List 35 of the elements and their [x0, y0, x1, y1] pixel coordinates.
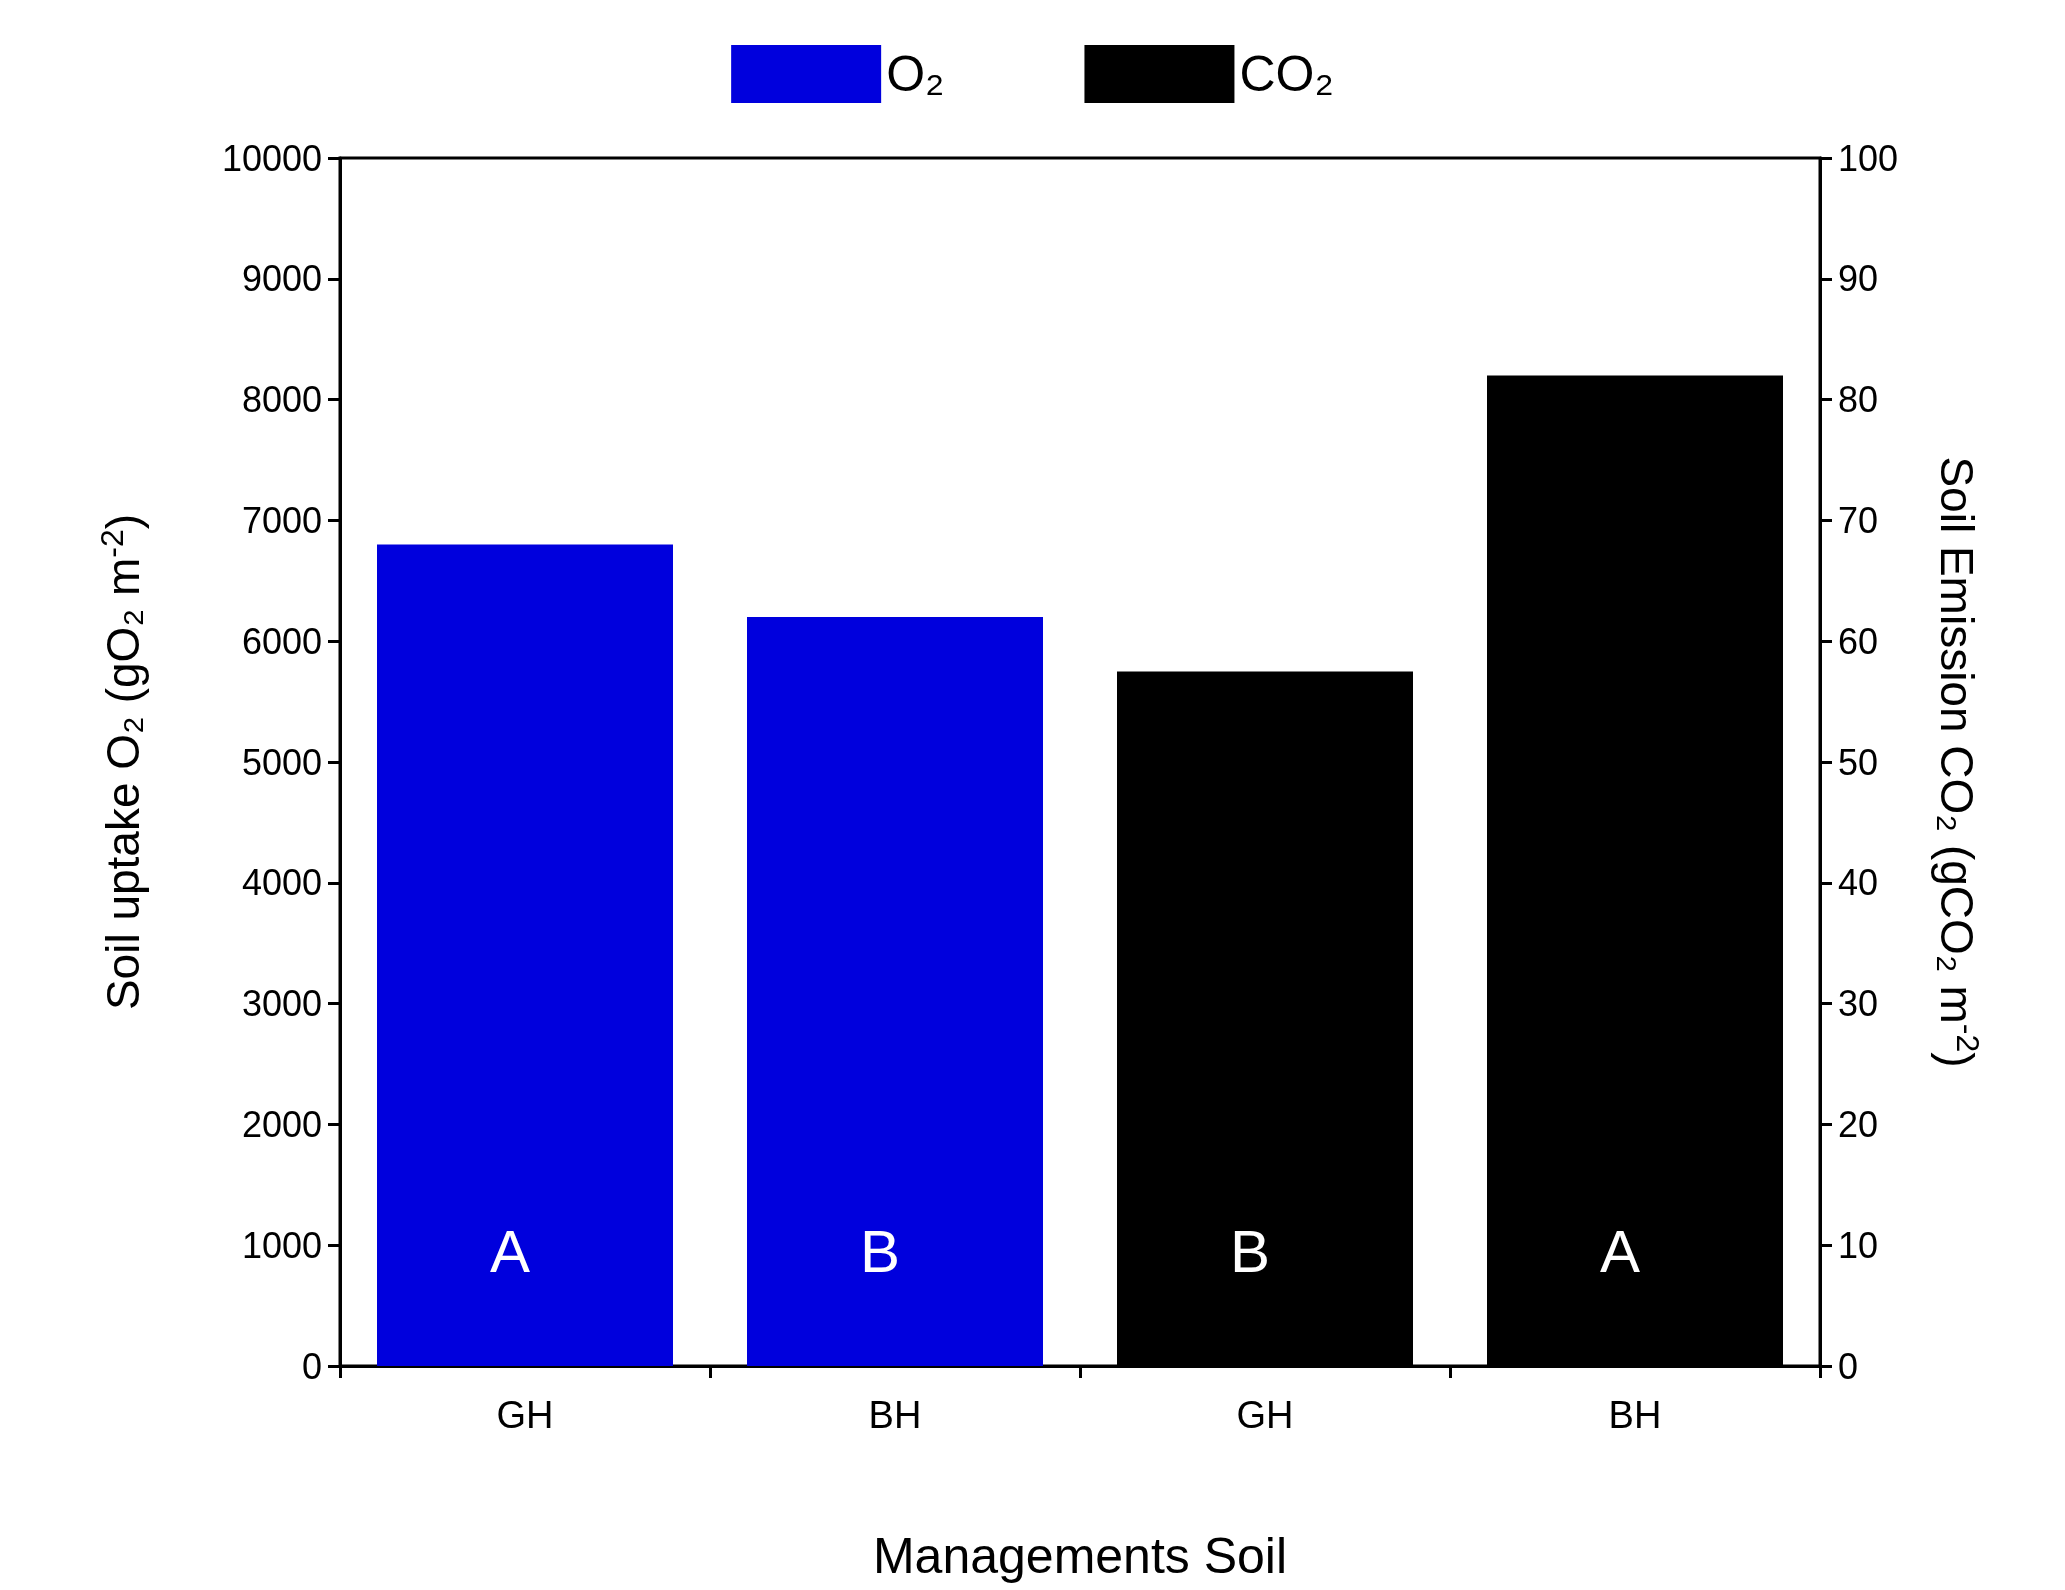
y2-tick-label: 50 — [1838, 741, 1879, 783]
y2-tick-label: 0 — [1838, 1345, 1859, 1387]
y2-tick-label: 20 — [1838, 1103, 1879, 1145]
y-tick-label: 1000 — [241, 1224, 322, 1266]
y2-axis-title: Soil Emission CO₂ (gCO₂ m-2) — [1931, 456, 1986, 1068]
y2-tick-label: 70 — [1838, 499, 1879, 541]
y2-tick-label: 100 — [1838, 137, 1899, 179]
x-tick-label: BH — [1608, 1394, 1662, 1436]
legend-label: CO₂ — [1239, 46, 1334, 102]
y-axis-title: Soil uptake O₂ (gO₂ m-2) — [94, 513, 149, 1011]
y-tick-label: 0 — [301, 1345, 322, 1387]
y-tick-label: 10000 — [221, 137, 322, 179]
y-tick-label: 3000 — [241, 983, 322, 1025]
x-axis-title: Managements Soil — [872, 1528, 1288, 1584]
y-tick-label: 7000 — [241, 499, 322, 541]
x-tick-label: BH — [868, 1394, 922, 1436]
y-tick-label: 8000 — [241, 379, 322, 421]
annotation: A — [1599, 1217, 1641, 1285]
x-tick-label: GH — [1236, 1394, 1294, 1436]
y2-tick-label: 30 — [1838, 983, 1879, 1025]
y-tick-label: 6000 — [241, 620, 322, 662]
y2-tick-label: 60 — [1838, 620, 1879, 662]
y-tick-label: 5000 — [241, 741, 322, 783]
y2-tick-label: 80 — [1838, 379, 1879, 421]
y2-tick-label: 40 — [1838, 862, 1879, 904]
legend-label: O₂ — [886, 46, 945, 102]
annotation: B — [1229, 1217, 1271, 1285]
y-tick-label: 2000 — [241, 1103, 322, 1145]
y2-tick-label: 90 — [1838, 258, 1879, 300]
annotation: A — [489, 1217, 531, 1285]
y-tick-label: 9000 — [241, 258, 322, 300]
y-tick-label: 4000 — [241, 862, 322, 904]
x-tick-label: GH — [496, 1394, 554, 1436]
y2-tick-label: 10 — [1838, 1224, 1879, 1266]
annotation: B — [859, 1217, 901, 1285]
